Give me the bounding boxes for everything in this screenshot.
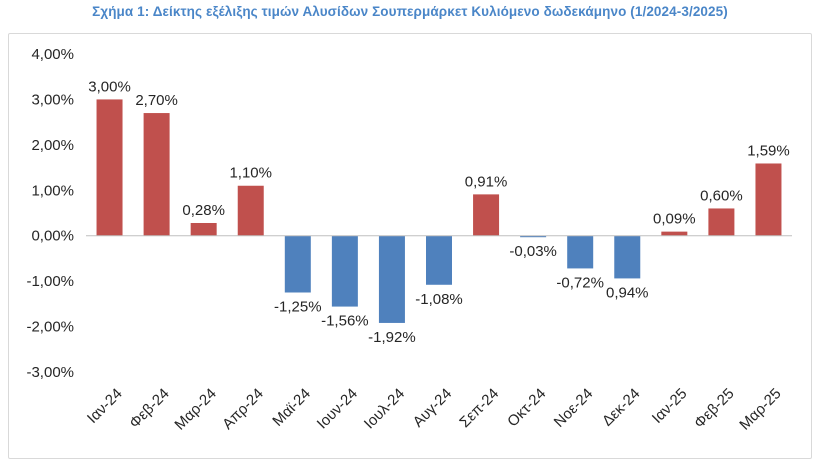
x-tick-label: Σεπ-24 bbox=[456, 385, 502, 431]
x-tick-label: Νοε-24 bbox=[551, 385, 597, 431]
bar bbox=[567, 235, 594, 269]
y-tick-label: 1,00% bbox=[31, 182, 74, 199]
y-tick-label: 2,00% bbox=[31, 137, 74, 154]
y-tick-label: -3,00% bbox=[26, 364, 74, 381]
bar bbox=[708, 208, 735, 236]
data-label: 1,59% bbox=[747, 142, 790, 159]
data-label: -1,92% bbox=[368, 329, 416, 346]
x-tick-label: Ιουλ-24 bbox=[361, 385, 408, 432]
x-tick-label: Απρ-24 bbox=[219, 385, 267, 433]
x-tick-label: Φεβ-24 bbox=[126, 385, 173, 432]
bar bbox=[614, 235, 641, 279]
y-axis: 4,00% 3,00% 2,00% 1,00% 0,00% -1,00% -2,00% -3,… bbox=[26, 46, 74, 381]
x-tick-label: Οκτ-24 bbox=[504, 385, 549, 430]
x-tick-label: Φεβ-25 bbox=[691, 385, 738, 432]
chart-frame bbox=[8, 33, 812, 459]
bar bbox=[190, 222, 217, 236]
bar bbox=[237, 185, 264, 236]
data-label: -1,56% bbox=[321, 313, 369, 330]
data-label: 0,28% bbox=[182, 202, 225, 219]
bar bbox=[661, 231, 688, 236]
data-label: 0,94% bbox=[606, 284, 649, 301]
bar bbox=[426, 235, 452, 285]
data-label: -1,25% bbox=[274, 299, 322, 316]
bar bbox=[520, 235, 547, 238]
data-label: -0,72% bbox=[556, 274, 604, 291]
x-tick-label: Μαρ-24 bbox=[171, 385, 219, 433]
y-tick-label: -1,00% bbox=[26, 273, 74, 290]
x-tick-label: Μαϊ-24 bbox=[269, 385, 314, 430]
bar bbox=[331, 235, 358, 307]
y-tick-label: 4,00% bbox=[31, 46, 74, 63]
bar bbox=[143, 113, 170, 236]
bar bbox=[96, 99, 123, 236]
x-tick-label: Ιαν-24 bbox=[84, 385, 126, 427]
data-label: 1,10% bbox=[229, 165, 272, 182]
data-labels: 3,00%2,70% 0,28% 1,10% -1,25%-1,56%-1,92% -1… bbox=[88, 78, 789, 346]
data-label: -0,03% bbox=[509, 243, 557, 260]
bar bbox=[755, 163, 782, 236]
bar bbox=[284, 235, 311, 293]
data-label: -1,08% bbox=[415, 291, 463, 308]
y-tick-label: 3,00% bbox=[31, 91, 74, 108]
data-label: 0,60% bbox=[700, 187, 743, 204]
x-tick-label: Ιουν-24 bbox=[314, 385, 361, 432]
data-label: 3,00% bbox=[88, 78, 131, 95]
data-label: 0,91% bbox=[465, 173, 508, 190]
bar bbox=[378, 235, 405, 323]
x-tick-label: Δεκ-24 bbox=[599, 385, 643, 429]
bars bbox=[96, 99, 782, 323]
x-tick-label: Αυγ-24 bbox=[410, 385, 456, 431]
data-label: 0,09% bbox=[653, 211, 696, 228]
data-label: 2,70% bbox=[135, 92, 178, 109]
y-tick-label: 0,00% bbox=[31, 228, 74, 245]
x-tick-label: Μαρ-25 bbox=[736, 385, 784, 433]
y-tick-label: -2,00% bbox=[26, 319, 74, 336]
bar bbox=[473, 194, 500, 236]
chart-title: Σχήμα 1: Δείκτης εξέλιξης τιμών Αλυσίδων… bbox=[92, 4, 728, 19]
x-tick-label: Ιαν-25 bbox=[649, 385, 691, 427]
